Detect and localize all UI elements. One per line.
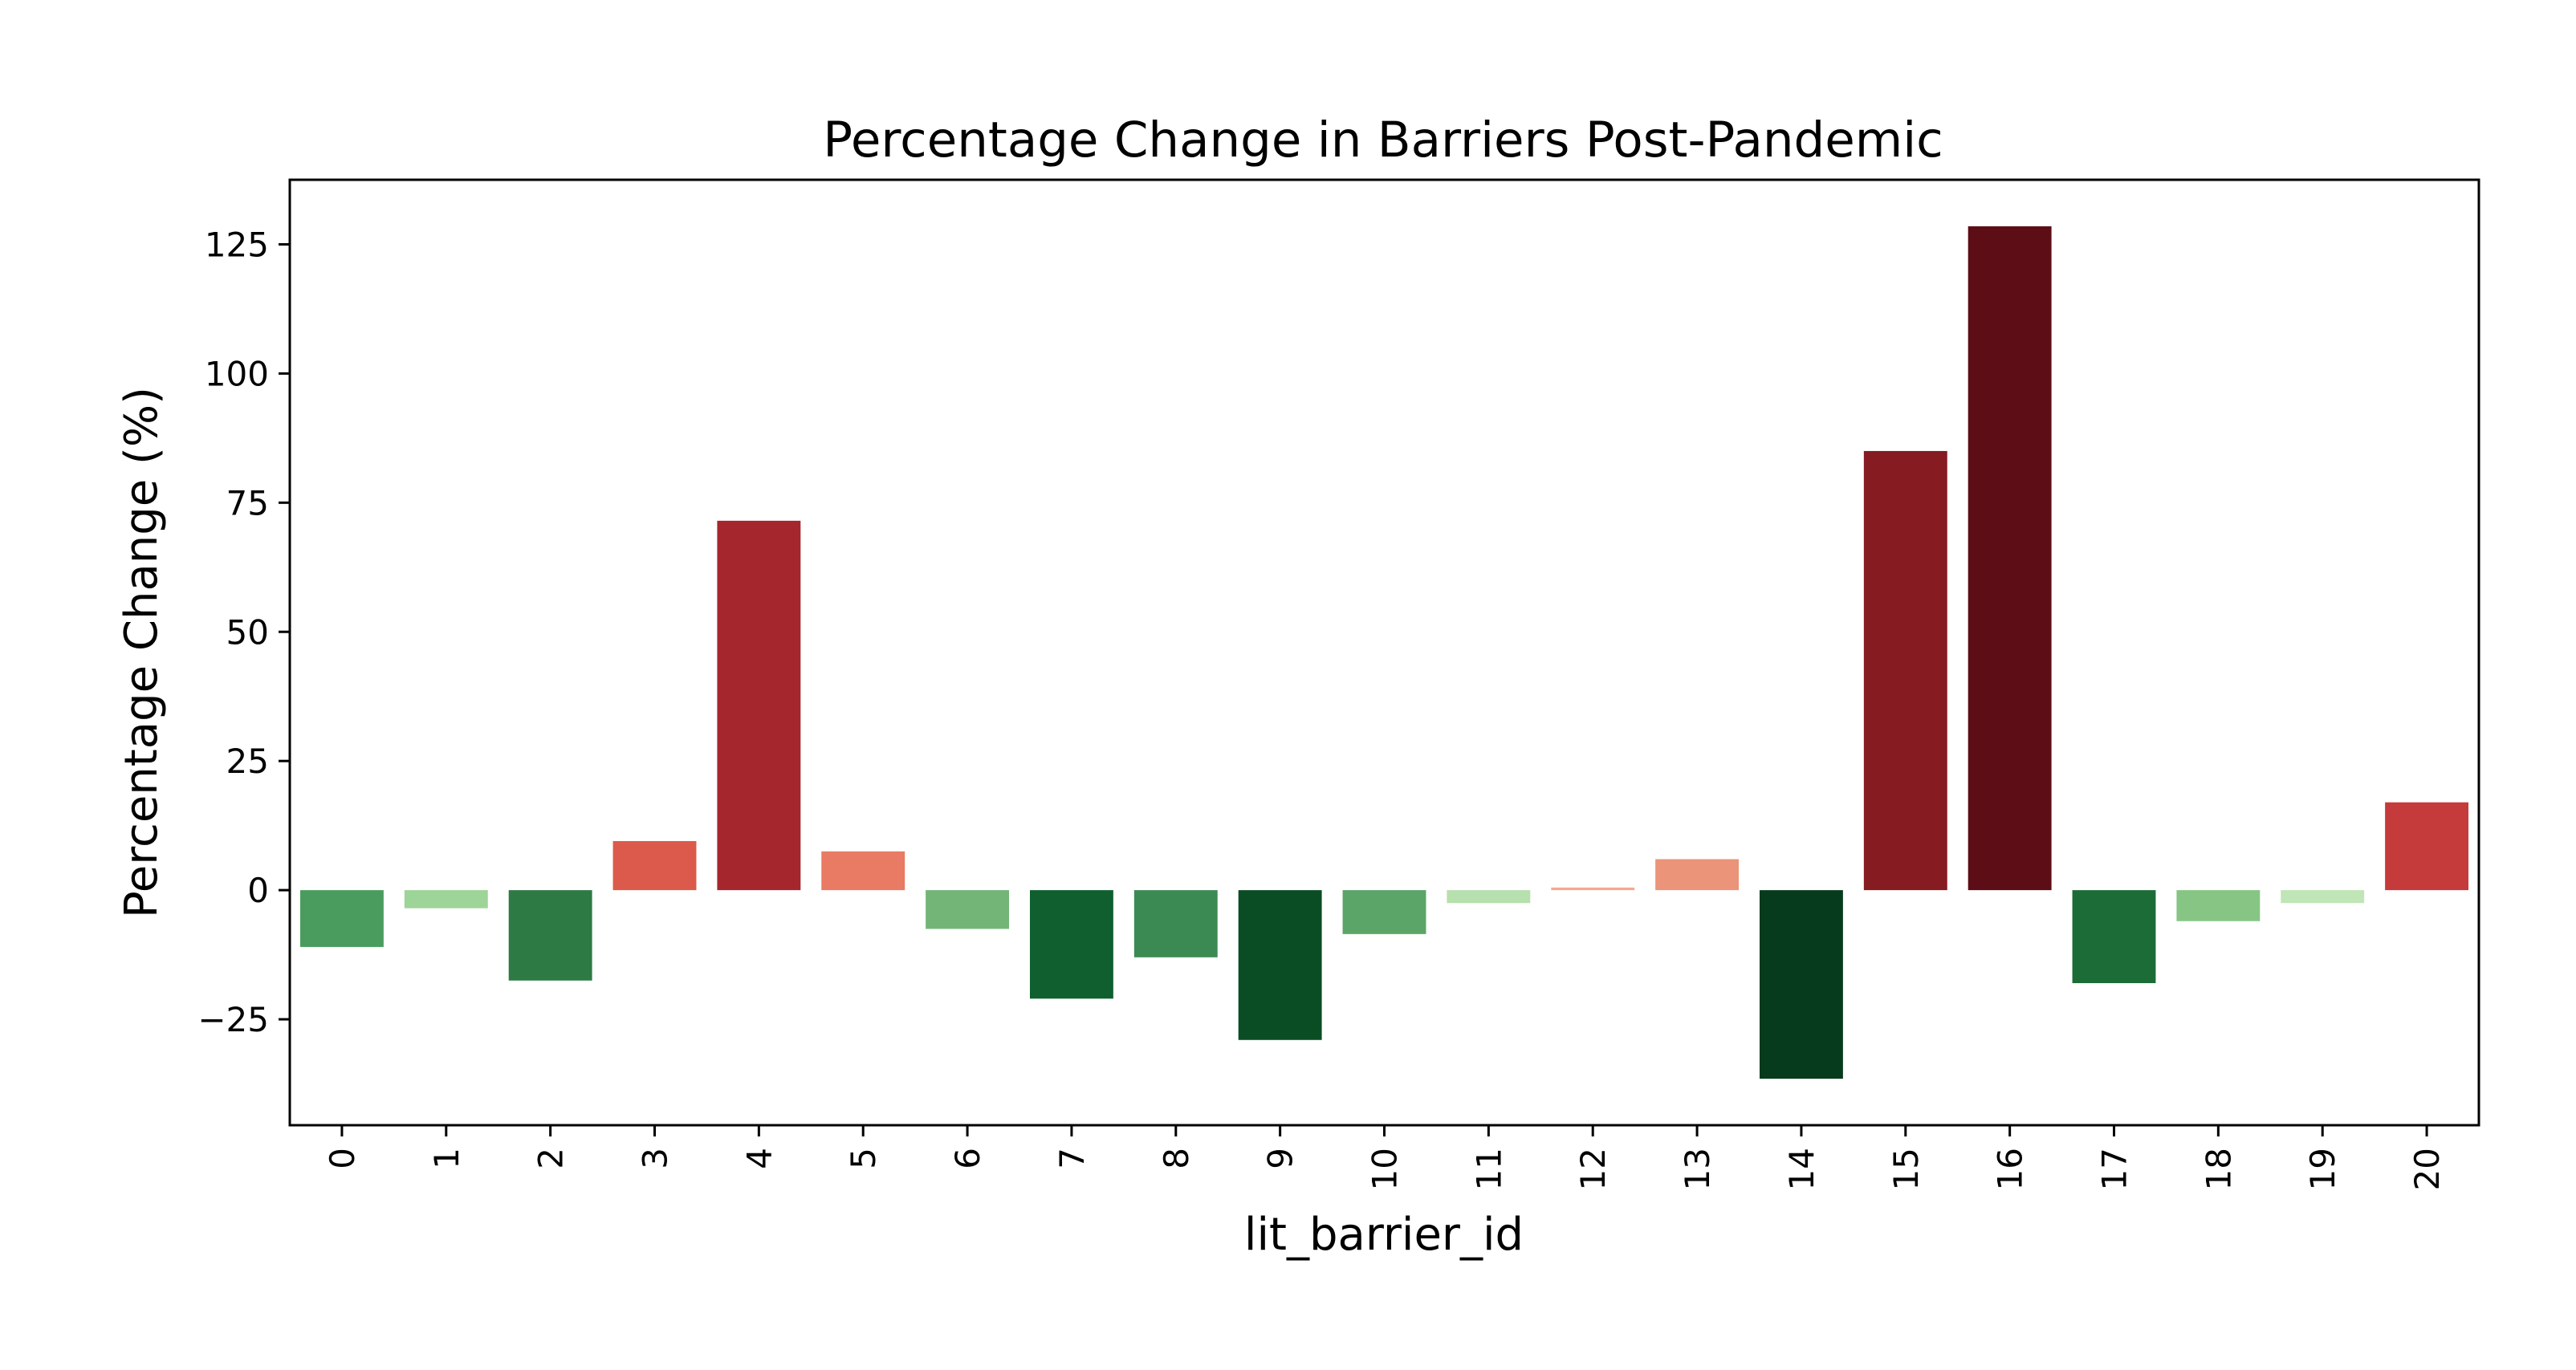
y-tick-label: 50 xyxy=(226,612,269,652)
bar-0 xyxy=(299,890,384,947)
x-tick-label: 12 xyxy=(1573,1148,1613,1190)
x-tick-label: 4 xyxy=(739,1148,779,1169)
x-tick-label: 14 xyxy=(1782,1148,1821,1190)
bar-6 xyxy=(926,890,1010,929)
x-tick-label: 18 xyxy=(2199,1148,2238,1190)
bar-9 xyxy=(1238,890,1322,1040)
x-tick-label: 17 xyxy=(2095,1148,2134,1190)
bars-group xyxy=(299,226,2469,1079)
y-tick-label: 25 xyxy=(226,742,269,781)
x-tick-label: 3 xyxy=(636,1148,675,1169)
plot-frame xyxy=(288,178,2480,1127)
x-tick-label: 1 xyxy=(427,1148,466,1169)
bar-2 xyxy=(508,890,592,981)
x-tick-label: 10 xyxy=(1365,1148,1405,1190)
bar-18 xyxy=(2176,890,2261,921)
bar-4 xyxy=(717,520,801,891)
y-tick-label: 125 xyxy=(205,225,269,264)
y-tick-label: 75 xyxy=(226,483,269,522)
x-tick-label: 15 xyxy=(1886,1148,1926,1190)
bar-12 xyxy=(1551,887,1635,891)
bar-19 xyxy=(2281,890,2365,904)
x-tick-label: 6 xyxy=(948,1148,987,1169)
x-tick-label: 13 xyxy=(1678,1148,1717,1190)
x-tick-label: 8 xyxy=(1157,1148,1196,1169)
x-tick-label: 7 xyxy=(1052,1148,1092,1169)
y-tick-label: 0 xyxy=(247,871,269,910)
bar-5 xyxy=(821,851,905,891)
bar-20 xyxy=(2385,802,2469,891)
x-tick-label: 9 xyxy=(1261,1148,1300,1169)
bar-8 xyxy=(1133,890,1218,957)
bar-15 xyxy=(1863,450,1947,891)
bar-3 xyxy=(612,840,697,891)
x-tick-label: 19 xyxy=(2303,1148,2342,1190)
x-axis-label: lit_barrier_id xyxy=(1244,1209,1524,1261)
x-tick-label: 0 xyxy=(323,1148,362,1169)
y-tick-label: 100 xyxy=(205,354,269,393)
x-axis: 0 1 2 3 4 5 6 7 8 9 10 11 12 13 14 15 16 17 18 19 20 xyxy=(323,1125,2447,1190)
bar-17 xyxy=(2072,890,2156,983)
bar-13 xyxy=(1655,859,1740,891)
bar-14 xyxy=(1759,890,1843,1079)
bar-11 xyxy=(1447,890,1531,904)
bar-16 xyxy=(1968,226,2052,891)
bar-7 xyxy=(1029,890,1113,999)
x-tick-label: 16 xyxy=(1991,1148,2030,1190)
x-tick-label: 5 xyxy=(844,1148,883,1169)
y-axis-label: Percentage Change (%) xyxy=(116,387,168,918)
y-tick-label: −25 xyxy=(197,1000,269,1039)
x-tick-label: 20 xyxy=(2407,1148,2447,1190)
bar-1 xyxy=(404,890,488,909)
y-axis: −25 0 25 50 75 100 125 xyxy=(197,225,290,1039)
x-tick-label: 11 xyxy=(1469,1148,1508,1190)
bar-10 xyxy=(1342,890,1426,934)
chart-title: Percentage Change in Barriers Post-Pande… xyxy=(823,112,1943,169)
x-tick-label: 2 xyxy=(531,1148,571,1169)
